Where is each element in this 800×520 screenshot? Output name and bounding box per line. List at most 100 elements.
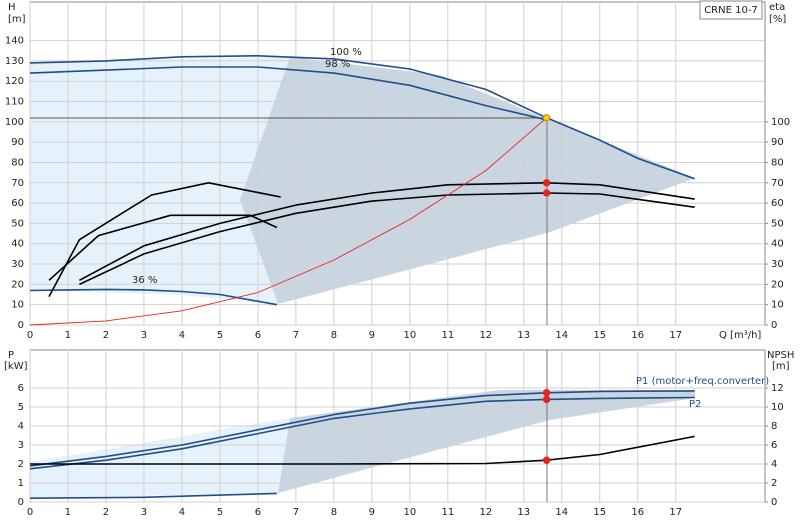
- x-tick-label: 10: [403, 330, 416, 341]
- x-tick-label: 9: [369, 330, 375, 341]
- y2-tick-label: 70: [771, 178, 784, 189]
- x-tick-label: 8: [331, 330, 337, 341]
- operating-point: [542, 456, 551, 464]
- range-area: [240, 57, 695, 304]
- y2-tick-label: 0: [771, 320, 777, 331]
- y-tick-label: 4: [18, 421, 24, 432]
- x-tick-label: 13: [517, 330, 530, 341]
- range-area: [30, 57, 290, 304]
- y2-tick-label: 10: [771, 300, 784, 311]
- x-tick-label: 6: [255, 330, 261, 341]
- operating-point: [542, 189, 551, 197]
- x-tick-label: 10: [403, 507, 416, 518]
- x-tick-label: 5: [217, 330, 223, 341]
- curve: [29, 66, 547, 121]
- x-tick-label: 14: [555, 330, 568, 341]
- x-tick-label: 1: [65, 330, 71, 341]
- curve: [29, 55, 695, 180]
- x-tick-label: 6: [255, 507, 261, 518]
- curve: [29, 117, 547, 326]
- x-tick-label: 16: [631, 507, 644, 518]
- x-tick-label: 0: [27, 507, 33, 518]
- y-tick-label: 120: [5, 76, 24, 87]
- y2-tick-label: 50: [771, 218, 784, 229]
- chart-title: CRNE 10-7: [704, 5, 758, 16]
- x-tick-label: 1: [65, 507, 71, 518]
- y2-tick-label: 4: [771, 459, 777, 470]
- shading: [30, 57, 695, 498]
- curve-label: 100 %: [330, 47, 362, 58]
- y2-tick-label: 12: [771, 383, 784, 394]
- y-tick-label: 110: [5, 97, 24, 108]
- y2-tick-label: 100: [771, 117, 790, 128]
- y2-tick-label: 10: [771, 402, 784, 413]
- curve: [48, 182, 281, 297]
- range-area: [278, 390, 695, 493]
- x-tick-label: 13: [517, 507, 530, 518]
- y2-tick-label: 2: [771, 478, 777, 489]
- y2-tick-label: 90: [771, 137, 784, 148]
- y-tick-label: 0: [18, 320, 24, 331]
- y-tick-label: 1: [18, 478, 24, 489]
- curve: [29, 288, 278, 306]
- y-tick-label: 40: [11, 239, 24, 250]
- y2-tick-label: 20: [771, 279, 784, 290]
- y2-tick-label: 40: [771, 239, 784, 250]
- x-tick-label: 2: [103, 330, 109, 341]
- axis-unit: [m]: [772, 361, 790, 372]
- labels: H [m] eta [%] Q [m³/h] CRNE 10-7 100 % 9…: [4, 0, 794, 518]
- x-tick-label: 0: [27, 330, 33, 341]
- axis-label: eta: [769, 2, 785, 13]
- curve-label: 36 %: [132, 275, 157, 286]
- operating-point: [542, 114, 551, 122]
- x-tick-label: 7: [293, 330, 299, 341]
- x-tick-label: 2: [103, 507, 109, 518]
- curve: [29, 492, 277, 499]
- x-tick-label: 12: [479, 507, 492, 518]
- y2-tick-label: 0: [771, 497, 777, 508]
- y-tick-label: 140: [5, 36, 24, 47]
- x-tick-label: 11: [441, 507, 454, 518]
- y-tick-label: 5: [18, 402, 24, 413]
- axis-unit: [kW]: [4, 361, 28, 372]
- operating-point: [542, 395, 551, 404]
- y-tick-label: 80: [11, 157, 24, 168]
- curve: [79, 192, 695, 286]
- y-tick-label: 30: [11, 259, 24, 270]
- title-box: [699, 0, 763, 20]
- y-tick-label: 0: [18, 497, 24, 508]
- y-tick-label: 60: [11, 198, 24, 209]
- axis-label: P: [8, 350, 14, 361]
- x-tick-label: 11: [441, 330, 454, 341]
- y-tick-label: 90: [11, 137, 24, 148]
- y-tick-label: 50: [11, 218, 24, 229]
- y-tick-label: 70: [11, 178, 24, 189]
- y-tick-label: 20: [11, 279, 24, 290]
- y2-tick-label: 30: [771, 259, 784, 270]
- axis-label: H: [8, 2, 16, 13]
- range-area: [30, 418, 290, 498]
- curves: [29, 55, 695, 502]
- x-tick-label: 15: [593, 507, 606, 518]
- y2-tick-label: 6: [771, 440, 777, 451]
- curve: [30, 435, 695, 465]
- x-tick-label: 15: [593, 330, 606, 341]
- x-tick-label: 16: [631, 330, 644, 341]
- x-tick-label: 3: [141, 507, 147, 518]
- y-tick-label: 10: [11, 300, 24, 311]
- y2-tick-label: 80: [771, 157, 784, 168]
- x-tick-label: 7: [293, 507, 299, 518]
- curve-label: P1 (motor+freq.converter): [636, 376, 769, 387]
- x-tick-label: 12: [479, 330, 492, 341]
- x-tick-label: 14: [555, 507, 568, 518]
- y-tick-label: 6: [18, 383, 24, 394]
- curve: [29, 390, 695, 467]
- y-tick-label: 2: [18, 459, 24, 470]
- x-tick-label: 4: [179, 507, 185, 518]
- y-tick-label: 100: [5, 117, 24, 128]
- axis-label: NPSH: [767, 350, 794, 361]
- axis-unit: [%]: [769, 14, 786, 25]
- x-tick-label: 17: [669, 330, 682, 341]
- axis-label: Q [m³/h]: [719, 330, 761, 341]
